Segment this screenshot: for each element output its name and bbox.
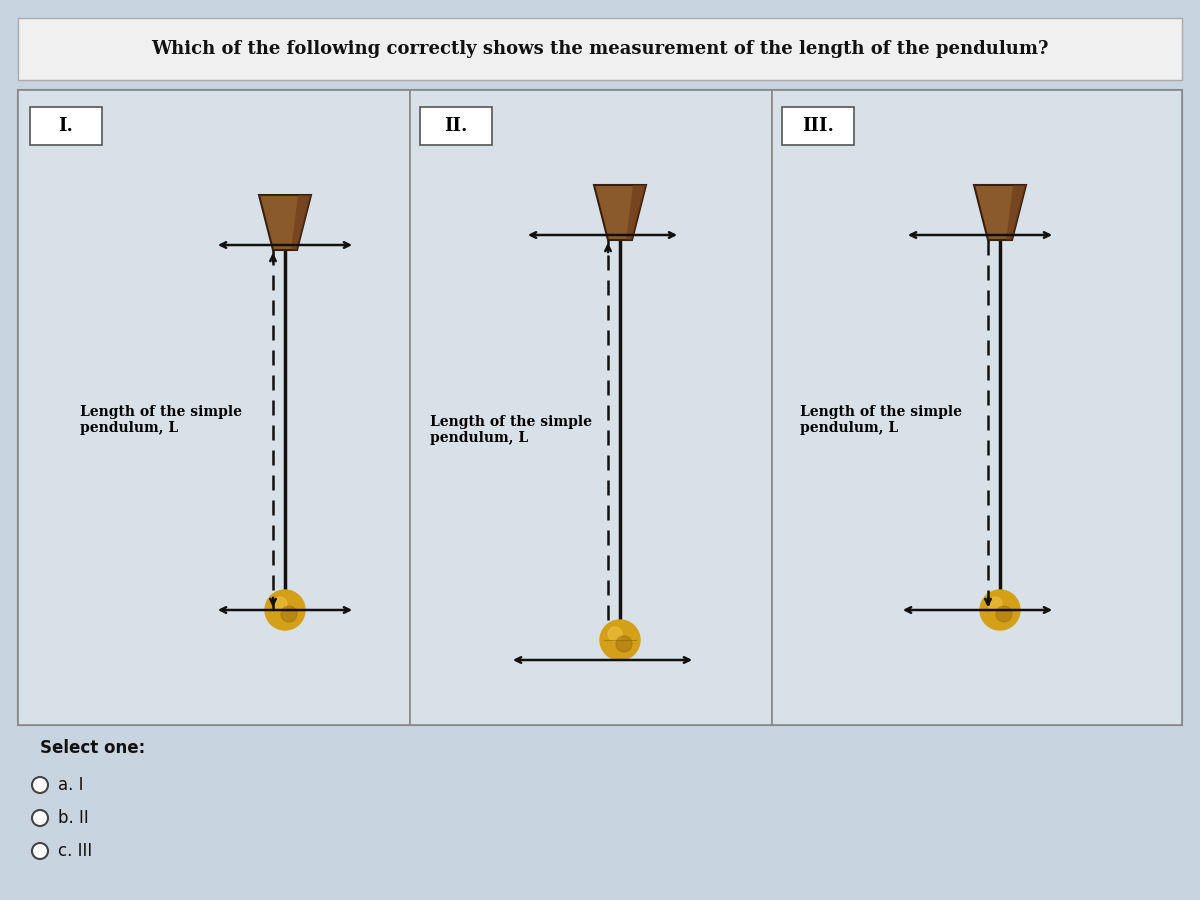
Circle shape (32, 843, 48, 859)
Bar (420, 107, 492, 145)
Text: III.: III. (802, 117, 834, 135)
Bar (18, 18, 1182, 80)
Bar (18, 90, 410, 725)
Circle shape (32, 810, 48, 826)
Text: Length of the simple
pendulum, L: Length of the simple pendulum, L (80, 405, 242, 435)
Circle shape (281, 606, 298, 622)
Circle shape (996, 606, 1012, 622)
Text: Length of the simple
pendulum, L: Length of the simple pendulum, L (430, 415, 592, 446)
Circle shape (988, 597, 1002, 611)
Text: I.: I. (59, 117, 73, 135)
Circle shape (980, 590, 1020, 630)
Polygon shape (594, 185, 646, 240)
Text: II.: II. (444, 117, 468, 135)
Text: b. II: b. II (58, 809, 89, 827)
Bar (782, 107, 854, 145)
Polygon shape (292, 195, 311, 250)
Text: Length of the simple
pendulum, L: Length of the simple pendulum, L (800, 405, 962, 435)
Circle shape (600, 620, 640, 660)
Text: a. I: a. I (58, 776, 84, 794)
Circle shape (608, 627, 622, 641)
Circle shape (265, 590, 305, 630)
Bar (410, 90, 772, 725)
Polygon shape (1006, 185, 1026, 240)
Polygon shape (626, 185, 646, 240)
Bar (772, 90, 1182, 725)
Circle shape (32, 777, 48, 793)
Polygon shape (259, 195, 311, 250)
Text: Which of the following correctly shows the measurement of the length of the pend: Which of the following correctly shows t… (151, 40, 1049, 58)
Circle shape (616, 636, 632, 652)
Polygon shape (974, 185, 1026, 240)
Bar (18, 90, 1182, 725)
Circle shape (274, 597, 287, 611)
Bar (30, 107, 102, 145)
Text: Select one:: Select one: (40, 739, 145, 757)
Text: c. III: c. III (58, 842, 92, 860)
